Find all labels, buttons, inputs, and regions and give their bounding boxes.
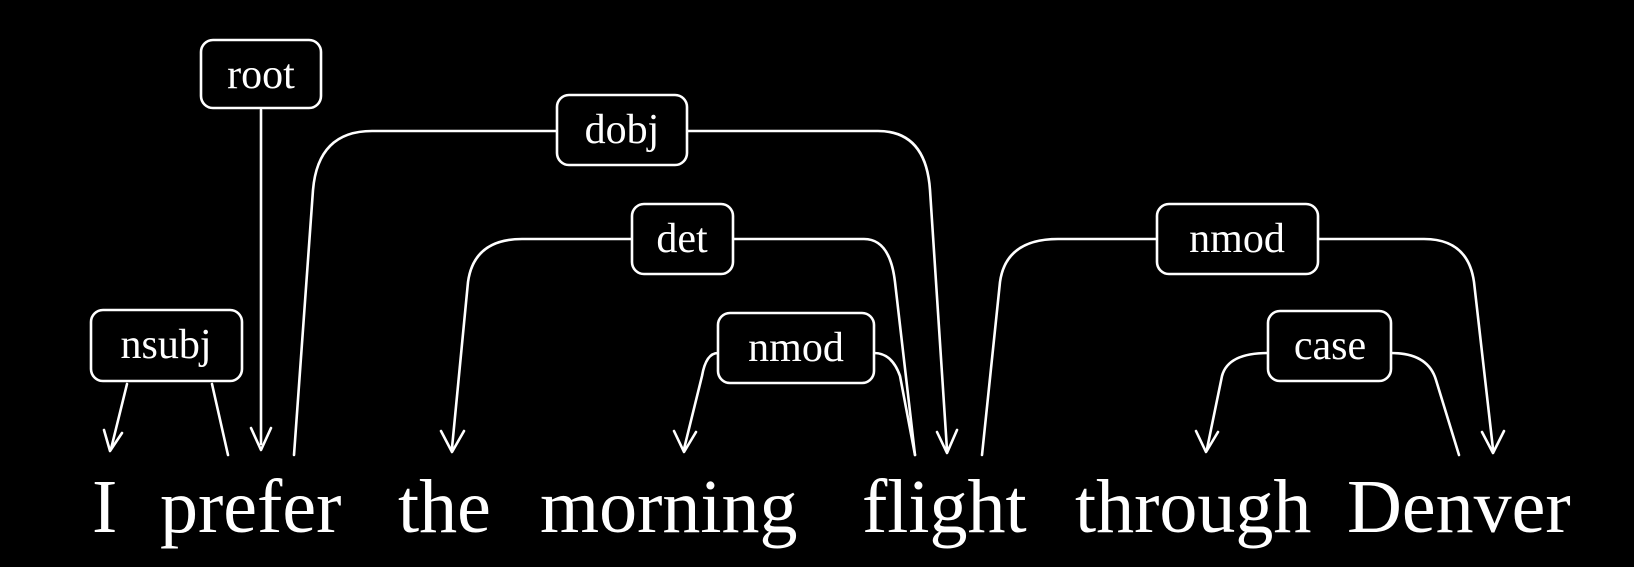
arc-nmod-morning-line <box>682 351 917 457</box>
arc-nmod-morning-label-text: nmod <box>748 325 844 371</box>
arc-case-label: case <box>1266 309 1393 383</box>
arc-nmod-denver-line <box>980 237 1495 457</box>
arc-dobj-label-box <box>555 93 689 167</box>
arc-root: root <box>199 38 323 452</box>
arc-root-label: root <box>199 38 323 110</box>
arc-nmod-denver: nmod <box>980 202 1506 457</box>
arc-nsubj-label: nsubj <box>89 308 244 383</box>
arc-root-label-text: root <box>227 52 295 98</box>
arc-dobj-label: dobj <box>555 93 689 167</box>
arc-case: case <box>1194 309 1461 457</box>
arc-nmod-morning-label: nmod <box>716 311 876 385</box>
word-flight: flight <box>862 465 1027 549</box>
arc-dobj-line <box>292 129 949 457</box>
arc-det-label: det <box>630 202 735 276</box>
arc-dobj-label-text: dobj <box>585 107 660 153</box>
arc-det-label-box <box>630 202 735 276</box>
arc-case-label-text: case <box>1294 323 1366 369</box>
arc-case-line <box>1205 351 1461 457</box>
arc-case-label-box <box>1266 309 1393 383</box>
word-morning: morning <box>540 465 798 549</box>
word-the: the <box>398 465 491 549</box>
arc-det-label-text: det <box>656 216 708 262</box>
arc-nmod-denver-label-text: nmod <box>1189 216 1285 262</box>
arc-nsubj: nsubj <box>89 308 244 457</box>
arc-nmod-morning: nmod <box>672 311 917 457</box>
arc-nsubj-label-text: nsubj <box>120 322 211 368</box>
arc-nmod-morning-arrowhead <box>672 429 698 454</box>
arc-case-arrowhead <box>1194 429 1220 454</box>
arc-nsubj-label-box <box>89 308 244 383</box>
sentence: I prefer the morning flight through Denv… <box>92 465 1571 549</box>
arc-nmod-morning-label-box <box>716 311 876 385</box>
word-denver: Denver <box>1347 465 1571 549</box>
arc-nsubj-line-tail <box>210 382 230 457</box>
arc-nsubj-line-head <box>109 382 129 451</box>
arc-nmod-denver-label: nmod <box>1155 202 1320 276</box>
word-i: I <box>92 465 117 549</box>
arc-root-label-box <box>199 38 323 110</box>
arc-nmod-denver-label-box <box>1155 202 1320 276</box>
word-through: through <box>1075 465 1311 549</box>
arc-dobj-arrowhead <box>935 428 959 455</box>
arc-nmod-denver-arrowhead <box>1480 429 1506 455</box>
arc-det-arrowhead <box>439 429 466 454</box>
word-prefer: prefer <box>160 465 341 549</box>
arc-root-arrowhead <box>249 426 273 452</box>
arc-det: det <box>439 202 917 457</box>
arc-det-line <box>450 237 917 457</box>
arc-nsubj-arrowhead <box>102 428 124 453</box>
arc-dobj: dobj <box>292 93 959 457</box>
